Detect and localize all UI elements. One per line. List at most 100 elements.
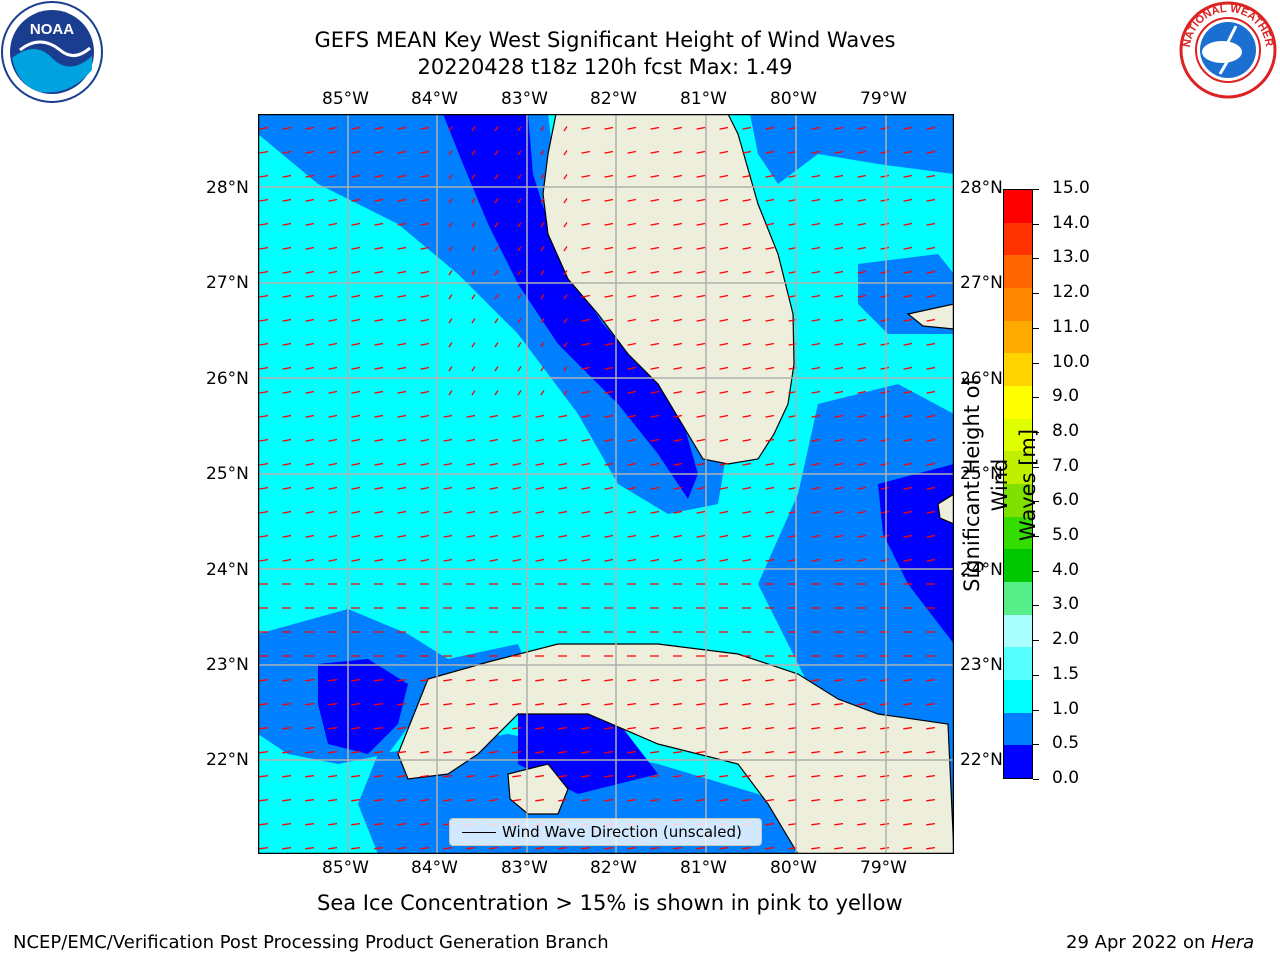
wind-wave-arrow xyxy=(811,270,821,274)
wind-wave-arrow xyxy=(282,462,292,466)
wind-wave-arrow xyxy=(742,534,752,538)
wind-wave-arrow xyxy=(604,390,614,394)
wind-wave-arrow xyxy=(719,510,729,514)
wind-wave-arrow xyxy=(259,558,269,562)
wind-wave-arrow xyxy=(517,246,522,252)
wind-wave-arrow xyxy=(351,678,361,682)
lon-label: 81°W xyxy=(680,89,727,109)
wind-wave-arrow xyxy=(604,150,614,154)
wind-wave-arrow xyxy=(420,150,430,154)
wind-wave-arrow xyxy=(742,366,752,370)
wind-wave-arrow xyxy=(443,750,453,754)
wind-wave-arrow xyxy=(834,198,844,202)
wind-wave-arrow xyxy=(328,174,338,178)
wind-wave-arrow xyxy=(696,294,706,298)
wind-wave-arrow xyxy=(834,486,844,490)
wind-wave-arrow xyxy=(880,174,890,178)
colorbar-title: Significant Height of Wind Waves [m] xyxy=(958,355,1042,615)
wind-wave-arrow xyxy=(857,390,867,394)
wind-wave-arrow xyxy=(489,558,499,562)
wind-wave-arrow xyxy=(903,126,913,130)
colorbar-segment xyxy=(1004,190,1032,223)
wind-wave-arrow xyxy=(811,774,821,778)
wind-wave-arrow xyxy=(535,798,545,802)
wind-wave-arrow xyxy=(397,702,407,706)
wind-wave-arrow xyxy=(604,246,614,250)
wind-wave-arrow xyxy=(259,390,269,394)
wind-wave-arrow xyxy=(374,366,384,370)
wind-wave-arrow xyxy=(696,510,706,514)
wind-wave-arrow xyxy=(604,558,614,562)
wind-wave-arrow xyxy=(494,318,499,324)
wind-wave-arrow xyxy=(650,126,660,130)
wind-wave-arrow xyxy=(448,198,453,204)
wind-wave-arrow xyxy=(604,750,614,754)
wind-wave-arrow xyxy=(374,198,384,202)
wind-wave-arrow xyxy=(696,270,706,274)
wind-wave-arrow xyxy=(880,342,890,346)
wind-wave-arrow xyxy=(673,702,683,706)
wind-wave-arrow xyxy=(535,510,545,514)
wind-wave-arrow xyxy=(282,294,292,298)
wind-wave-arrow xyxy=(696,246,706,250)
wind-wave-arrow xyxy=(494,294,499,300)
wind-wave-arrow xyxy=(351,534,361,538)
wind-wave-arrow xyxy=(397,822,407,826)
gulf-mid-band xyxy=(258,114,728,514)
wind-wave-arrow xyxy=(650,246,660,250)
wind-wave-arrow xyxy=(880,198,890,202)
wind-wave-arrow xyxy=(811,198,821,202)
wind-wave-arrow xyxy=(880,390,890,394)
wind-wave-arrow xyxy=(517,198,522,204)
wind-wave-arrow xyxy=(420,438,430,442)
wind-wave-arrow xyxy=(282,198,292,202)
colorbar-tick-label: 11.0 xyxy=(1052,316,1090,337)
wind-wave-arrow xyxy=(517,342,522,348)
wind-wave-arrow xyxy=(581,390,591,394)
map-legend: Wind Wave Direction (unscaled) xyxy=(449,818,762,846)
wind-wave-arrow xyxy=(742,750,752,754)
wind-wave-arrow xyxy=(650,678,660,682)
wind-wave-arrow xyxy=(259,702,269,706)
wind-wave-arrow xyxy=(627,414,637,418)
wind-wave-arrow xyxy=(834,774,844,778)
wind-wave-arrow xyxy=(448,222,453,228)
wind-wave-arrow xyxy=(926,774,936,778)
wind-wave-arrow xyxy=(305,534,315,538)
wind-wave-arrow xyxy=(834,222,844,226)
wind-wave-arrow xyxy=(604,438,614,442)
wind-wave-arrow xyxy=(558,774,568,778)
wind-wave-arrow xyxy=(494,366,499,372)
wind-wave-arrow xyxy=(880,318,890,322)
wind-wave-arrow xyxy=(719,390,729,394)
wind-wave-arrow xyxy=(420,726,430,730)
wind-wave-arrow xyxy=(742,846,752,850)
wind-wave-arrow xyxy=(880,678,890,682)
wind-wave-arrow xyxy=(420,558,430,562)
wind-wave-arrow xyxy=(374,222,384,226)
wind-wave-arrow xyxy=(448,270,453,276)
wind-wave-arrow xyxy=(627,510,637,514)
wind-wave-arrow xyxy=(627,486,637,490)
wind-wave-arrow xyxy=(581,198,591,202)
wind-wave-arrow xyxy=(627,558,637,562)
wind-wave-arrow xyxy=(282,798,292,802)
nws-logo: NATIONAL WEATHER SERVICE xyxy=(1172,0,1280,100)
wind-wave-arrow xyxy=(673,534,683,538)
wind-wave-arrow xyxy=(563,390,568,396)
wind-wave-arrow xyxy=(563,222,568,228)
colorbar-tick-label: 13.0 xyxy=(1052,247,1090,268)
wind-wave-arrow xyxy=(351,726,361,730)
wind-wave-arrow xyxy=(857,798,867,802)
wind-wave-arrow xyxy=(305,414,315,418)
wind-wave-arrow xyxy=(282,150,292,154)
wind-wave-arrow xyxy=(558,798,568,802)
wind-wave-arrow xyxy=(374,726,384,730)
wind-wave-arrow xyxy=(926,198,936,202)
colorbar-segment xyxy=(1004,484,1032,517)
wind-wave-arrow xyxy=(471,342,476,348)
wind-wave-arrow xyxy=(650,318,660,322)
wind-wave-arrow xyxy=(512,510,522,514)
wind-wave-arrow xyxy=(443,846,453,850)
wind-wave-arrow xyxy=(374,534,384,538)
